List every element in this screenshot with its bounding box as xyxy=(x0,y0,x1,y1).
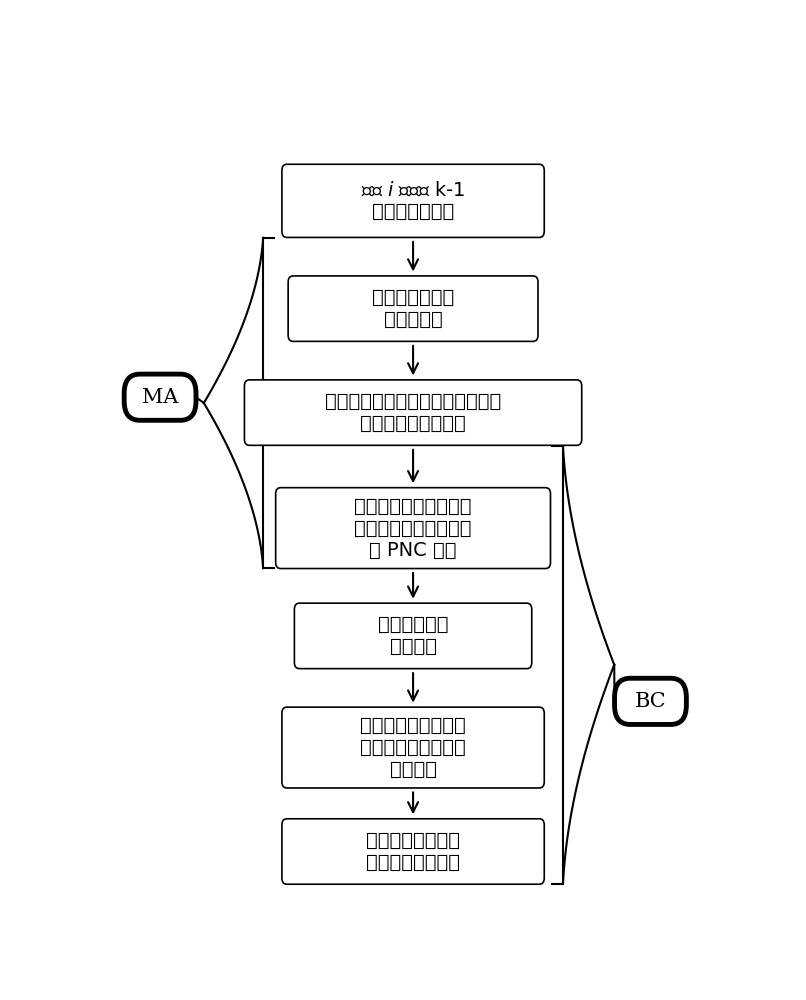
Text: 用户端根据边信息
译码获得期望信号: 用户端根据边信息 译码获得期望信号 xyxy=(366,831,460,872)
Text: 在中继端进行预编码
矢量的设计，消除用
户间干扰: 在中继端进行预编码 矢量的设计，消除用 户间干扰 xyxy=(360,716,466,779)
Text: 将中继的信号
高阶调制: 将中继的信号 高阶调制 xyxy=(378,615,448,656)
Text: 用户端进行预编码矢量设计，使得
中继端实现正交对齐: 用户端进行预编码矢量设计，使得 中继端实现正交对齐 xyxy=(325,392,501,433)
FancyBboxPatch shape xyxy=(294,603,532,669)
FancyBboxPatch shape xyxy=(276,488,550,569)
Text: 中继端对检测到的每一
空间方向上的叠加信号
做 PNC 映射: 中继端对检测到的每一 空间方向上的叠加信号 做 PNC 映射 xyxy=(355,497,472,560)
Text: 用户 $i$ 向其余 k-1
个用户发送信号: 用户 $i$ 向其余 k-1 个用户发送信号 xyxy=(361,180,465,221)
FancyBboxPatch shape xyxy=(282,164,544,237)
FancyBboxPatch shape xyxy=(282,819,544,884)
Text: 对发送的信号进
行高阶调制: 对发送的信号进 行高阶调制 xyxy=(372,288,455,329)
FancyBboxPatch shape xyxy=(124,374,196,420)
FancyBboxPatch shape xyxy=(289,276,538,341)
FancyBboxPatch shape xyxy=(244,380,582,445)
Text: BC: BC xyxy=(634,692,667,711)
FancyBboxPatch shape xyxy=(614,678,687,724)
Text: MA: MA xyxy=(142,388,178,407)
FancyBboxPatch shape xyxy=(282,707,544,788)
